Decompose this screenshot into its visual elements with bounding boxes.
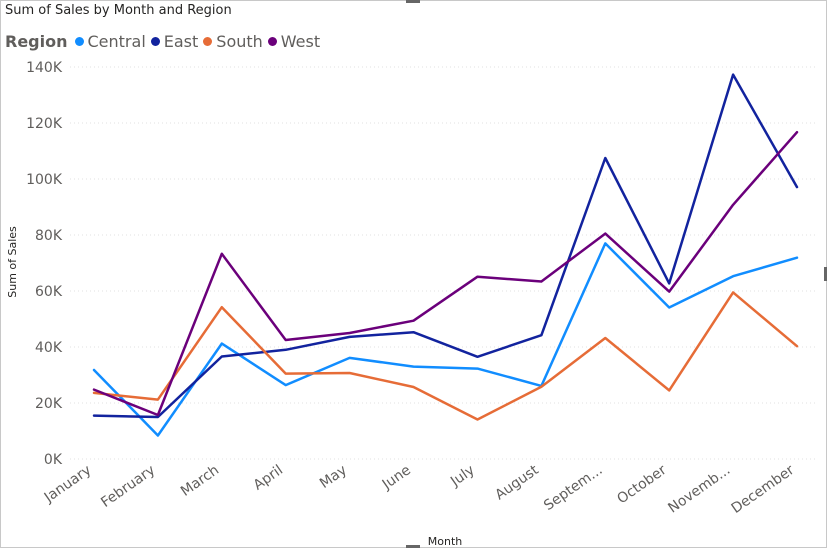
y-tick-label: 100K [26,172,63,188]
x-tick-label: December [729,462,798,517]
y-tick-label: 60K [35,284,63,300]
y-tick-label: 0K [44,452,63,468]
resize-handle-bottom[interactable] [406,545,420,548]
x-tick-label: February [98,462,158,511]
legend-item-east[interactable]: East [150,31,199,51]
x-tick-label: April [251,462,286,493]
x-axis-title: Month [428,535,463,548]
legend-item-south[interactable]: South [203,32,263,51]
resize-handle-right[interactable] [824,267,827,281]
x-tick-label: Septem... [541,462,605,514]
legend-marker [74,36,84,46]
x-tick-label: Novemb... [665,462,733,516]
legend-marker [150,36,160,46]
y-tick-label: 140K [26,60,63,76]
y-tick-label: 120K [26,116,63,132]
legend: Region Central East South West [5,30,325,52]
y-tick-label: 20K [35,396,63,412]
x-tick-label: May [317,462,350,492]
x-tick-label: August [492,462,542,504]
legend-label: Central [87,31,146,51]
y-axis-title: Sum of Sales [6,226,19,298]
legend-title: Region [5,31,68,51]
series-line-west [92,130,799,417]
legend-label: West [280,31,321,51]
series-line-east [92,73,799,419]
y-tick-label: 40K [35,340,63,356]
series-line-central [92,242,799,437]
x-tick-label: July [447,462,478,490]
legend-marker [203,36,213,46]
legend-item-west[interactable]: West [267,31,321,51]
y-tick-label: 80K [35,228,63,244]
legend-marker [267,36,277,46]
x-tick-label: March [178,462,222,500]
resize-handle-top[interactable] [406,0,420,3]
chart-title: Sum of Sales by Month and Region [5,3,232,18]
series-line-south [92,291,799,421]
legend-label: East [163,31,199,51]
legend-label: South [216,31,263,51]
legend-item-central[interactable]: Central [74,31,146,51]
x-tick-label: January [41,462,94,506]
x-tick-label: October [614,462,669,507]
x-tick-label: June [379,462,414,493]
